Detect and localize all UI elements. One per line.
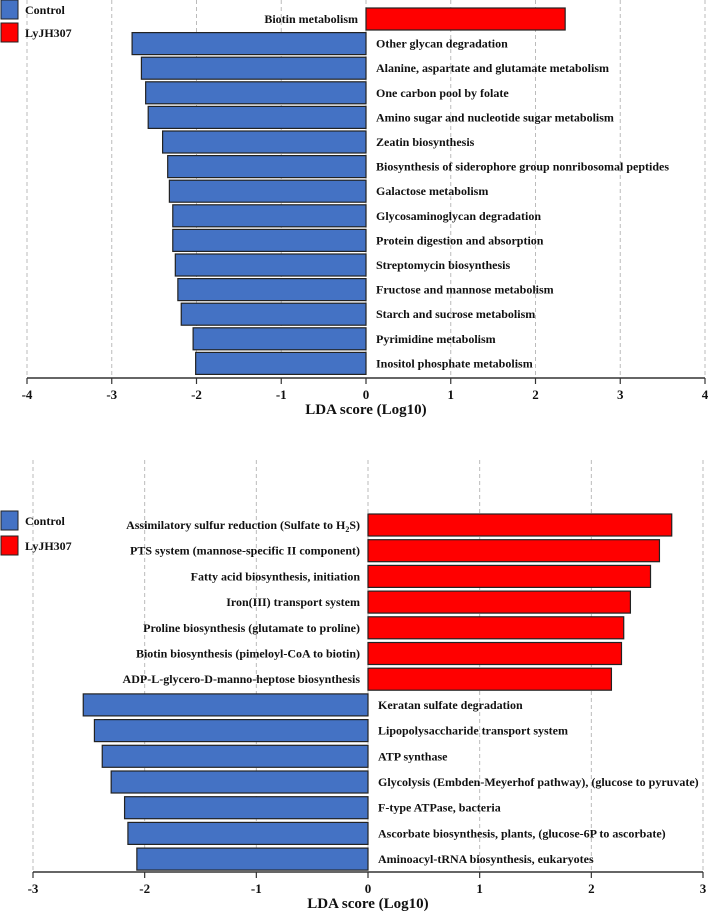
bar-label: Fatty acid biosynthesis, initiation [191,569,361,583]
bar-label: PTS system (mannose-specific II componen… [130,544,360,558]
bar-label: Fructose and mannose metabolism [376,283,554,297]
x-tick-label: -2 [139,881,150,896]
bar-label: Galactose metabolism [376,184,488,198]
legend-label: Control [25,514,65,528]
chart-1: Biotin metabolism Other glycan degradatio… [0,0,709,418]
legend-label: LyJH307 [25,26,72,40]
legend-label: LyJH307 [25,539,72,553]
bar-label: F-type ATPase, bacteria [378,801,501,815]
x-tick-label: -3 [28,881,39,896]
bar-label: One carbon pool by folate [376,86,509,100]
bar [147,105,367,130]
bar-label: Lipopolysaccharide transport system [378,724,568,738]
bar [365,7,566,31]
legend-swatch [0,510,19,531]
chart-2: Assimilatory sulfur reduction (Sulfate t… [0,460,707,912]
legend-swatch [0,0,19,20]
bar-label: Amino sugar and nucleotide sugar metabol… [376,110,614,124]
bar-label: Ascorbate biosynthesis, plants, (glucose… [378,826,666,840]
x-tick-label: 1 [448,387,455,402]
bar [82,693,369,717]
bar [172,228,367,252]
bar [367,539,661,563]
legend-swatch [0,22,19,43]
x-tick-label: -1 [276,387,287,402]
bar-label: Assimilatory sulfur reduction (Sulfate t… [126,518,360,534]
bar-label: Glycosaminoglycan degradation [376,209,541,223]
x-tick-label: 3 [617,387,624,402]
bar-label: Proline biosynthesis (glutamate to proli… [143,621,360,635]
bar-label: Inositol phosphate metabolism [376,356,533,370]
x-tick-label: 4 [702,387,709,402]
bar [131,31,367,56]
bar-label: Streptomycin biosynthesis [376,258,510,272]
bar-label: Pyrimidine metabolism [376,332,496,346]
bar [367,616,625,640]
bar-label: ADP-L-glycero-D-manno-heptose biosynthes… [123,672,361,686]
bar [192,327,367,351]
bar-label: Alanine, aspartate and glutamate metabol… [376,61,609,75]
bar-label: Biotin metabolism [264,12,358,26]
bar [145,81,367,105]
bar [177,278,367,302]
bar-label: Glycolysis (Embden-Meyerhof pathway), (g… [378,775,699,789]
legend-label: Control [25,3,65,17]
x-tick-label: -4 [22,387,33,402]
bar-label: Iron(III) transport system [226,595,360,609]
bar [110,770,369,794]
x-axis-title: LDA score (Log10) [305,402,426,418]
bar [93,718,369,743]
bar [168,179,367,203]
bar-label: Biotin biosynthesis (pimeloyl-CoA to bio… [136,647,360,661]
bar [174,253,367,277]
bar-label: Other glycan degradation [376,37,508,51]
bar [180,302,367,326]
bar [195,351,367,375]
bar-label: Zeatin biosynthesis [376,135,475,149]
bar-label: Starch and sucrose metabolism [376,307,535,321]
bar-label: ATP synthase [378,749,448,763]
x-tick-label: 0 [365,881,372,896]
bar-label: Aminoacyl-tRNA biosynthesis, eukaryotes [378,852,594,866]
x-tick-label: 1 [476,881,483,896]
x-axis-title: LDA score (Log10) [307,896,428,912]
bar [172,204,367,228]
bar [140,56,367,80]
bar-label: Protein digestion and absorption [376,233,544,247]
x-tick-label: -3 [106,387,117,402]
x-tick-label: -2 [191,387,202,402]
bar [162,130,367,154]
bar [167,155,367,179]
x-tick-label: 3 [700,881,707,896]
bar [127,821,369,846]
bar [367,667,613,691]
x-tick-label: 2 [588,881,595,896]
bar-label: Keratan sulfate degradation [378,698,523,712]
bar [367,513,673,537]
bar-label: Biosynthesis of siderophore group nonrib… [376,160,669,174]
x-tick-label: 2 [532,387,539,402]
bar [367,641,623,666]
bar [123,796,369,820]
bar [101,744,369,768]
bar [367,564,652,589]
legend-swatch [0,535,19,556]
x-tick-label: 0 [363,387,370,402]
bar [367,590,632,614]
x-tick-label: -1 [251,881,262,896]
bar [136,847,369,871]
